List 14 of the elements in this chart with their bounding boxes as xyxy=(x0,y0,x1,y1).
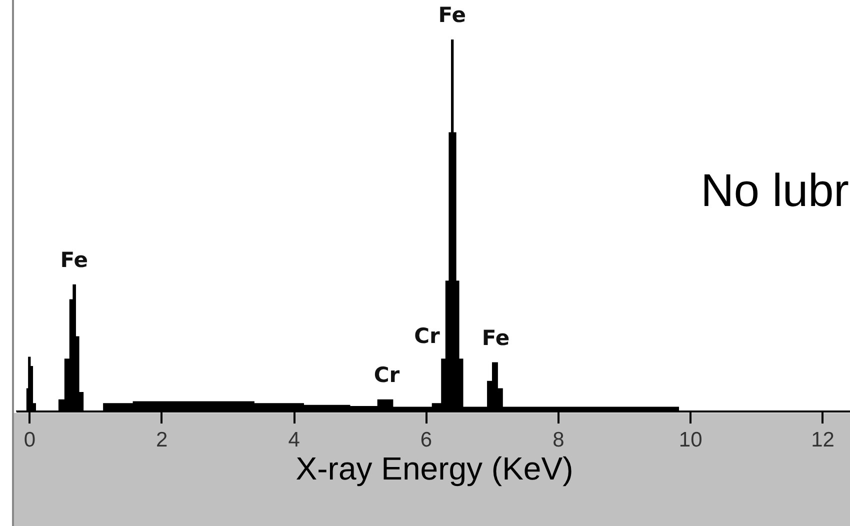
x-tick-label: 0 xyxy=(24,428,36,452)
x-tick-label: 8 xyxy=(552,428,564,452)
annotation: No lubr xyxy=(700,164,849,216)
annotation: Fe xyxy=(60,248,88,272)
x-tick-label: 4 xyxy=(288,428,300,452)
annotation: Cr xyxy=(374,362,400,387)
x-tick-label: 12 xyxy=(811,428,834,452)
x-tick-label: 10 xyxy=(678,428,702,452)
x-axis-title: X-ray Energy (KeV) xyxy=(296,450,574,486)
x-tick-label: 2 xyxy=(156,428,168,452)
x-tick-label: 6 xyxy=(420,428,432,452)
annotation: Fe xyxy=(438,3,466,28)
annotation: Cr xyxy=(414,324,441,348)
annotation: Fe xyxy=(482,326,510,350)
